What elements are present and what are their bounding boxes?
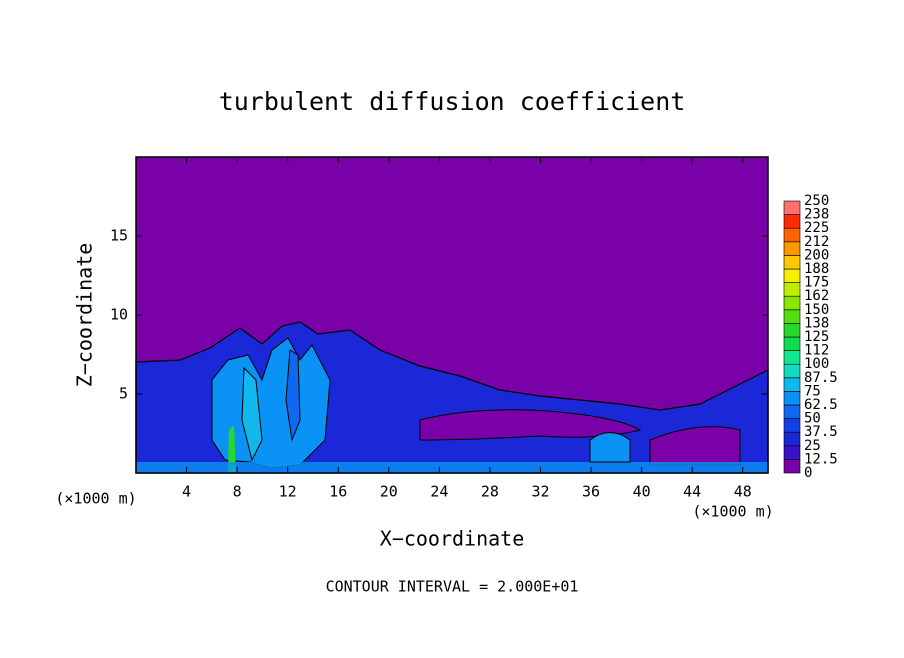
colorbar-segment — [783, 282, 801, 297]
colorbar-segment — [783, 377, 801, 392]
x-unit: (×1000 m) — [692, 503, 773, 521]
colorbar-label: 188 — [804, 261, 829, 277]
colorbar-segment — [783, 363, 801, 379]
colorbar-label: 12.5 — [804, 451, 838, 467]
colorbar-segment — [783, 200, 801, 215]
colorbar-segment — [783, 227, 801, 243]
colorbar-label: 175 — [804, 275, 829, 291]
field-region — [228, 425, 236, 473]
x-tick-label: 36 — [582, 483, 600, 501]
colorbar-segment — [783, 404, 801, 419]
contour-field — [135, 157, 769, 474]
colorbar-segment — [783, 336, 801, 351]
field-region — [241, 366, 263, 462]
colorbar-label: 200 — [804, 247, 829, 263]
x-axis-label: X−coordinate — [380, 527, 525, 551]
y-tick-label: 5 — [119, 385, 128, 403]
colorbar-segment — [783, 418, 801, 433]
colorbar-label: 162 — [804, 288, 829, 304]
colorbar-label: 112 — [804, 343, 829, 359]
colorbar-segment — [783, 268, 801, 283]
colorbar-segment — [783, 255, 801, 270]
colorbar-label: 75 — [804, 383, 821, 399]
colorbar-label: 125 — [804, 329, 829, 345]
x-tick-label: 32 — [531, 483, 549, 501]
x-tick-label: 8 — [233, 483, 242, 501]
x-tick-label: 4 — [182, 483, 191, 501]
field-region — [649, 426, 741, 466]
field-region — [419, 409, 642, 441]
colorbar-segment — [783, 295, 801, 311]
chart-title: turbulent diffusion coefficient — [219, 87, 686, 116]
colorbar-label: 225 — [804, 220, 829, 236]
colorbar-label: 238 — [804, 207, 829, 223]
field-region — [211, 337, 331, 469]
colorbar-label: 0 — [804, 465, 812, 481]
x-tick-label: 16 — [329, 483, 347, 501]
x-tick-label: 12 — [279, 483, 297, 501]
y-axis-label: Z−coordinate — [73, 243, 97, 388]
colorbar-label: 62.5 — [804, 397, 838, 413]
x-tick-label: 44 — [683, 483, 701, 501]
colorbar-label: 212 — [804, 234, 829, 250]
colorbar-segment — [783, 459, 801, 474]
footnote: CONTOUR INTERVAL = 2.000E+01 — [326, 578, 579, 596]
field-region — [589, 432, 631, 463]
colorbar-label: 100 — [804, 356, 829, 372]
colorbar-segment — [783, 391, 801, 406]
colorbar-segment — [783, 241, 801, 256]
field-region — [285, 349, 301, 442]
x-tick-label: 20 — [380, 483, 398, 501]
colorbar-segment — [783, 445, 801, 460]
field-region — [136, 462, 768, 473]
y-tick-label: 15 — [110, 227, 128, 245]
colorbar-label: 50 — [804, 411, 821, 427]
colorbar-label: 150 — [804, 302, 829, 318]
colorbar-label: 87.5 — [804, 370, 838, 386]
colorbar-segment — [783, 431, 801, 447]
x-tick-label: 28 — [481, 483, 499, 501]
x-tick-label: 24 — [430, 483, 448, 501]
colorbar-segment — [783, 350, 801, 365]
colorbar-segment — [783, 214, 801, 229]
x-tick-label: 48 — [734, 483, 752, 501]
x-unit: (×1000 m) — [55, 490, 136, 508]
colorbar-label: 37.5 — [804, 424, 838, 440]
y-tick-label: 10 — [110, 306, 128, 324]
colorbar-label: 25 — [804, 438, 821, 454]
colorbar-segment — [783, 309, 801, 324]
colorbar-label: 138 — [804, 315, 829, 331]
colorbar-segment — [783, 323, 801, 338]
x-tick-label: 40 — [633, 483, 651, 501]
colorbar-label: 250 — [804, 193, 829, 209]
